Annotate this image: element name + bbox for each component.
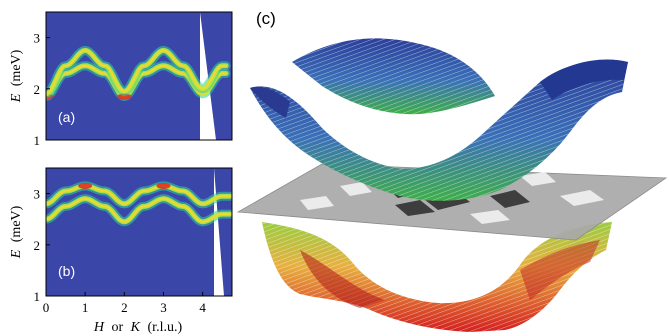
x-tick-label: 0 [43, 300, 50, 315]
x-axis-label-unit: (r.l.u.) [148, 320, 183, 335]
panel-c: (c) [236, 9, 668, 332]
panel-a-ylabel-unit: (meV) [9, 49, 24, 86]
panel-a-ylabel-var: E [9, 93, 24, 103]
y-tick-label: 3 [34, 187, 41, 202]
panel-a: 1 2 3 (a) E (meV) [9, 11, 233, 148]
y-tick-label: 1 [34, 289, 41, 304]
band-intensity-peak [156, 182, 171, 189]
band-2-stroke [46, 197, 232, 223]
y-tick-label: 2 [34, 82, 41, 97]
x-axis-label-k: K [130, 320, 141, 335]
x-tick-label: 4 [199, 300, 206, 315]
band-intensity-peak [78, 182, 93, 189]
x-tick-label: 3 [160, 300, 167, 315]
panel-b-ylabel: E (meV) [9, 205, 24, 259]
x-axis-label-or: or [112, 320, 124, 335]
panel-b-yticks: 1 2 3 [34, 187, 50, 304]
panel-c-label: (c) [256, 9, 276, 28]
x-axis-label: H or K (r.l.u.) [93, 320, 183, 335]
panel-b-label: (b) [58, 263, 75, 279]
panel-b-xticks: 0 1 2 3 4 [43, 292, 206, 315]
upper-dispersion-surface [250, 38, 628, 201]
band-2-stroke [46, 49, 228, 95]
y-tick-label: 2 [34, 238, 41, 253]
panel-b-bands [46, 181, 232, 227]
x-tick-label: 2 [121, 300, 128, 315]
lower-dispersion-surface [262, 222, 612, 332]
panel-a-label: (a) [58, 109, 75, 125]
panel-a-yticks: 1 2 3 [34, 31, 50, 148]
panel-a-bands [46, 45, 231, 102]
band-intensity-peak [117, 93, 132, 100]
x-axis-label-h: H [93, 320, 105, 335]
panel-a-frame [45, 11, 233, 141]
x-tick-label: 1 [82, 300, 89, 315]
y-tick-label: 1 [34, 133, 41, 148]
panel-a-ylabel: E (meV) [9, 49, 24, 103]
panel-b-frame [45, 167, 233, 297]
panel-b-ylabel-var: E [9, 249, 24, 259]
panel-b-ylabel-unit: (meV) [9, 205, 24, 242]
y-tick-label: 3 [34, 31, 41, 46]
band-1-stroke [46, 184, 232, 205]
